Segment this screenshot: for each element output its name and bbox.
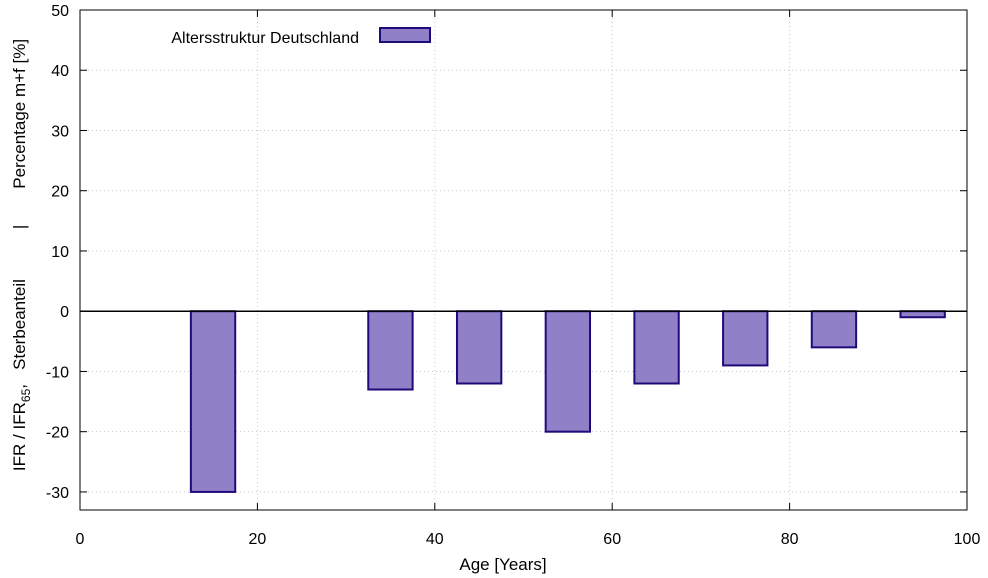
legend: Altersstruktur Deutschland xyxy=(171,27,431,47)
x-tick-label: 60 xyxy=(603,531,621,548)
y-axis-title: IFR / IFR65, Sterbeanteil | Percentage m+f… xyxy=(10,39,33,471)
y-axis-title-subscript: 65 xyxy=(19,388,33,402)
bar xyxy=(810,310,858,349)
bar xyxy=(189,310,237,493)
x-tick-label: 100 xyxy=(954,531,981,548)
bar xyxy=(722,310,769,367)
bar xyxy=(544,310,592,433)
x-axis-title: Age [Years] xyxy=(459,555,546,574)
bar xyxy=(455,310,503,385)
y-axis-title-text: IFR / IFR65, Sterbeanteil | Percentage m+f… xyxy=(10,39,33,471)
grid xyxy=(80,10,967,510)
y-tick-labels: -30 -20 -10 0 10 20 30 40 50 xyxy=(46,3,69,502)
legend-swatch xyxy=(379,27,431,43)
ticks xyxy=(79,9,968,510)
y-axis-title-top-suffix: , Sterbeanteil xyxy=(10,279,29,389)
y-tick-label: 0 xyxy=(60,304,69,321)
y-axis-title-bottom: Percentage m+f [%] xyxy=(10,39,29,189)
y-axis-title-separator: | xyxy=(10,225,29,229)
y-tick-label: -30 xyxy=(46,485,69,502)
y-axis-title-top-prefix: IFR / IFR xyxy=(10,402,29,471)
x-tick-label: 0 xyxy=(76,531,85,548)
bar xyxy=(633,310,680,385)
plot-frame xyxy=(79,9,968,511)
bars xyxy=(189,310,946,493)
y-tick-label: -20 xyxy=(46,425,69,442)
y-tick-label: 50 xyxy=(51,3,69,20)
bar xyxy=(899,310,946,319)
legend-label: Altersstruktur Deutschland xyxy=(171,30,359,47)
x-tick-label: 20 xyxy=(249,531,267,548)
x-tick-label: 80 xyxy=(781,531,799,548)
x-tick-label: 40 xyxy=(426,531,444,548)
y-tick-label: 10 xyxy=(51,244,69,261)
y-tick-label: 20 xyxy=(51,184,69,201)
bar xyxy=(367,310,414,391)
y-tick-label: 40 xyxy=(51,63,69,80)
x-tick-labels: 0 20 40 60 80 100 xyxy=(76,531,981,548)
y-tick-label: 30 xyxy=(51,123,69,140)
y-tick-label: -10 xyxy=(46,364,69,381)
